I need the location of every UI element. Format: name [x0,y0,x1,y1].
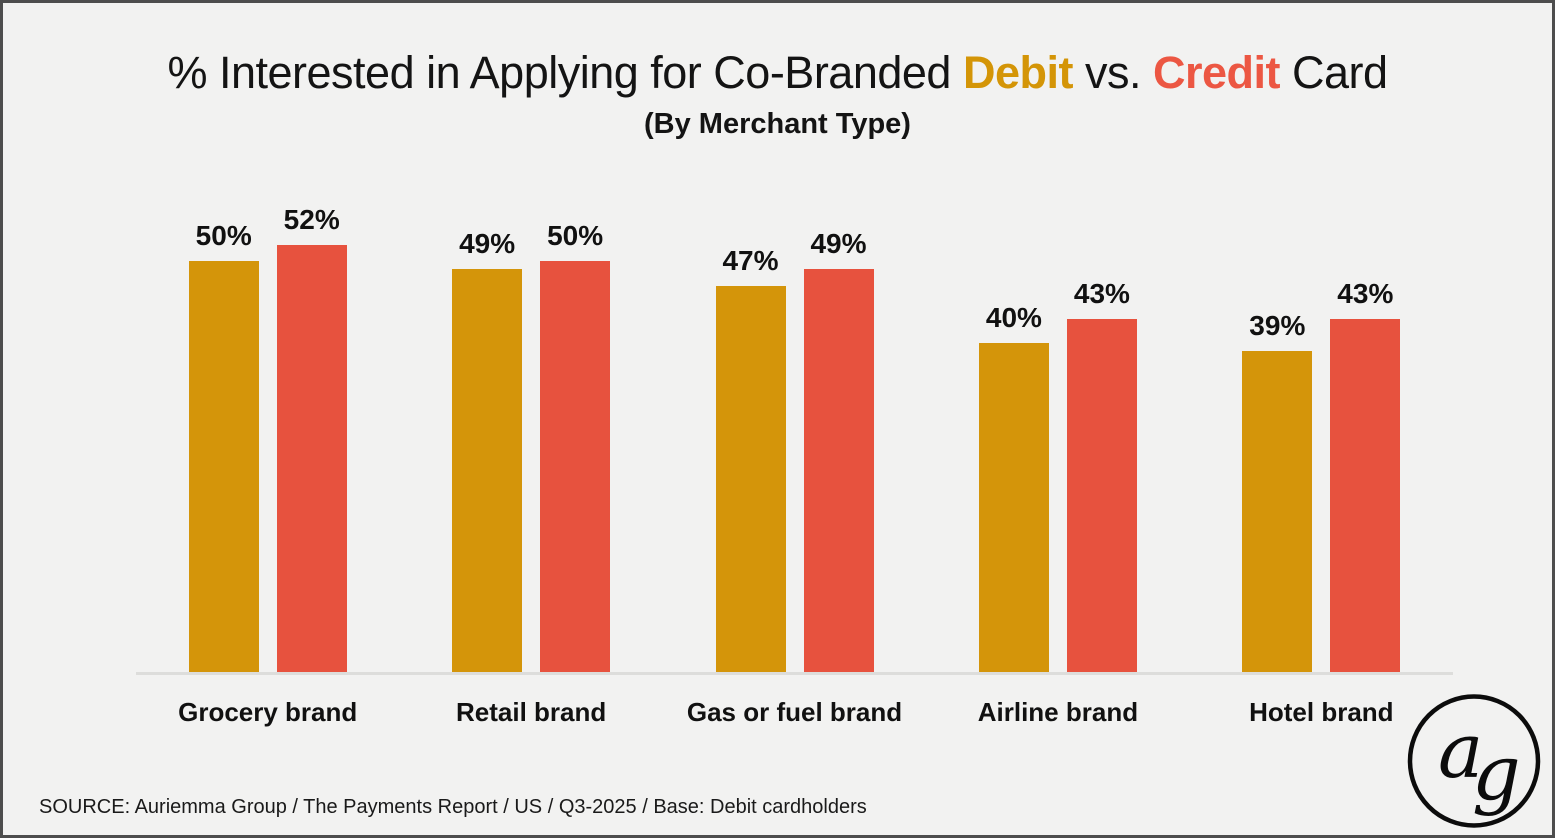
debit-bar-column: 49% [452,228,523,672]
credit-bar-column: 49% [803,228,874,672]
bar-value-label: 50% [195,220,252,251]
debit-bar [188,261,259,672]
bar-value-label: 43% [1073,277,1130,309]
category-label: Retail brand [455,697,607,727]
bar-group: 49% 50% [399,175,662,672]
credit-bar-column: 50% [540,220,611,672]
x-axis-labels: Grocery brand Retail brand Gas or fuel bra… [136,697,1453,728]
credit-bar [1066,318,1137,672]
category-label: Gas or fuel brand [686,697,903,727]
bar-value-label: 39% [1249,310,1306,342]
category-label: Airline brand [977,697,1139,727]
plot-area: 50% 52% 49% 50% 47% 49% 40% 43% 39% 43% [136,175,1453,675]
logo-letter-g: g [1472,728,1521,817]
credit-bar [540,261,611,672]
bar-group: 47% 49% [663,175,926,672]
category-label: Hotel brand [1249,697,1394,727]
credit-bar [276,244,347,672]
debit-bar [452,269,523,672]
bar-value-label: 50% [547,220,604,251]
bar-value-label: 52% [283,203,340,235]
auriemma-group-logo: a g [1407,694,1541,828]
title-segment: vs. [1072,47,1153,98]
chart-subtitle: (By Merchant Type) [644,108,911,140]
credit-bar [1330,318,1401,672]
logo-circle [1407,694,1541,828]
bar-value-label: 40% [985,302,1042,334]
bar-value-label: 49% [810,228,867,260]
debit-bar-column: 40% [978,302,1049,672]
bar-value-label: 47% [722,244,779,276]
debit-bar [1242,351,1313,672]
debit-bar [715,285,786,672]
category-label: Grocery brand [178,697,358,727]
credit-bar-column: 43% [1330,277,1401,672]
source-note: SOURCE: Auriemma Group / The Payments Re… [39,796,867,818]
credit-bar [803,269,874,672]
title-segment-debit: Debit [962,47,1074,98]
bar-group: 39% 43% [1190,175,1453,672]
credit-bar-column: 52% [276,203,347,672]
bar-value-label: 43% [1337,277,1394,309]
logo-letter-a: a [1438,706,1483,795]
title-segment-credit: Credit [1152,47,1281,98]
title-segment: % Interested in Applying for Co-Branded [167,47,963,98]
chart-title: % Interested in Applying for Co-Branded … [3,47,1552,99]
debit-bar-column: 39% [1242,310,1313,672]
bar-value-label: 49% [459,228,516,260]
debit-bar [978,343,1049,672]
debit-bar-column: 47% [715,244,786,672]
title-segment: Card [1279,47,1388,98]
debit-bar-column: 50% [188,220,259,672]
bar-group: 50% 52% [136,175,399,672]
bar-group: 40% 43% [926,175,1189,672]
credit-bar-column: 43% [1066,277,1137,672]
